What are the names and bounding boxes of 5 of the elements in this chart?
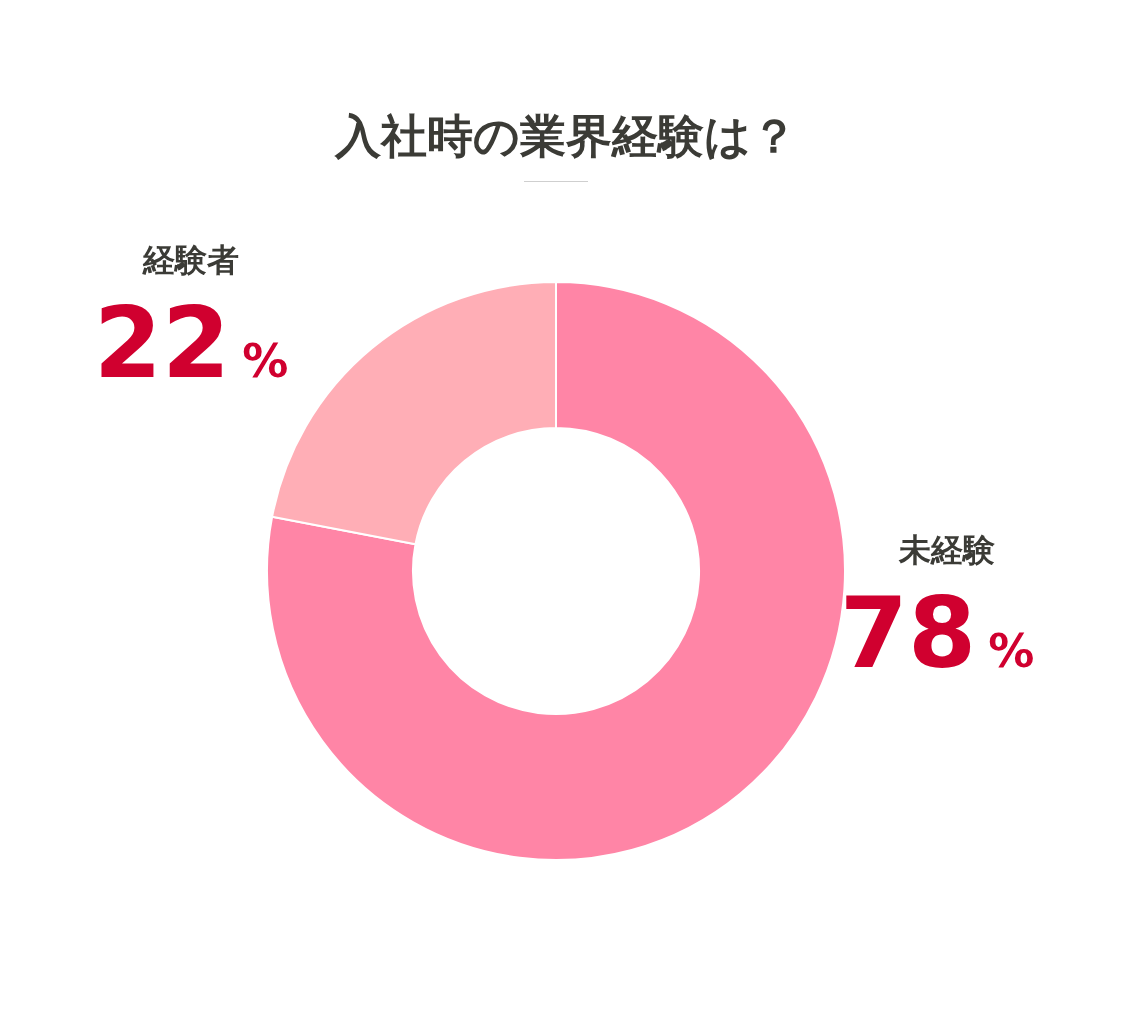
data-label: 22%	[93, 286, 289, 400]
slice-label: 未経験	[898, 531, 995, 569]
slice-label: 経験者	[142, 241, 239, 279]
data-label: 78%	[839, 576, 1035, 690]
chart-title: 入社時の業界経験は？	[334, 109, 797, 163]
